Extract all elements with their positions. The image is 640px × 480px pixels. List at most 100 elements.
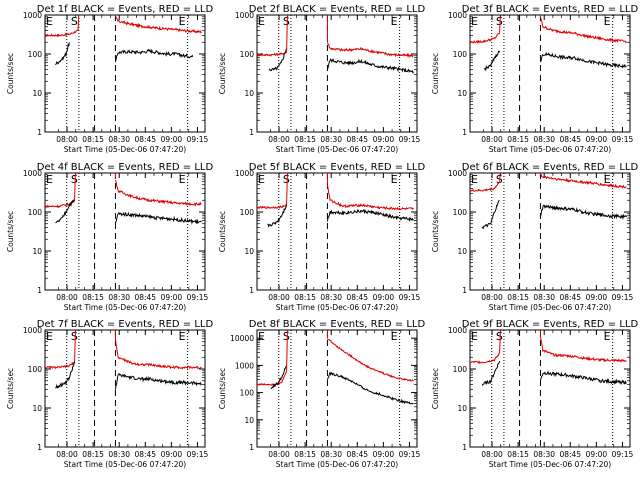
- plot-frame: [469, 172, 631, 291]
- x-tick-label: 09:15: [399, 135, 421, 144]
- marker-label-s: S: [71, 15, 78, 28]
- y-axis-label: Counts/sec: [6, 53, 15, 94]
- marker-label-e: E: [391, 15, 398, 28]
- marker-label-s: S: [496, 330, 503, 343]
- y-tick-label: 100: [240, 389, 255, 398]
- y-tick-label: 1: [462, 128, 467, 137]
- marker-label-e: E: [179, 173, 186, 186]
- y-tick-label: 10: [244, 416, 254, 425]
- events-series-pre: [483, 50, 501, 72]
- y-axis-label: Counts/sec: [218, 53, 227, 94]
- y-tick-label: 1000: [235, 11, 254, 20]
- y-tick-label: 1000: [23, 169, 42, 178]
- x-tick-label: 08:15: [507, 450, 529, 459]
- panel-title: Det 1f BLACK = Events, RED = LLD: [37, 4, 214, 15]
- lld-series-post: [114, 179, 202, 207]
- x-tick-label: 08:15: [294, 293, 316, 302]
- x-tick-label: 08:00: [56, 135, 78, 144]
- x-tick-label: 09:00: [161, 450, 183, 459]
- lld-spike: [74, 173, 116, 201]
- marker-label-e: E: [604, 330, 611, 343]
- lld-series-pre: [45, 361, 75, 370]
- plot-frame: [469, 329, 631, 448]
- marker-label-s: S: [71, 330, 78, 343]
- detector-panel-6: Det 6f BLACK = Events, RED = LLD 1 10 100 10…: [431, 162, 638, 312]
- marker-label-s: S: [283, 173, 290, 186]
- x-axis-label: Start Time (05-Dec-06 07:47:20): [489, 145, 611, 154]
- marker-label-e: E: [391, 173, 398, 186]
- events-series-post: [539, 370, 627, 386]
- x-tick-label: 08:15: [507, 293, 529, 302]
- y-tick-label: 100: [453, 50, 468, 59]
- x-tick-label: 08:15: [82, 450, 104, 459]
- panel-title: Det 9f BLACK = Events, RED = LLD: [462, 319, 639, 330]
- lld-spike: [77, 15, 116, 31]
- x-tick-label: 08:00: [268, 293, 290, 302]
- x-tick-label: 08:45: [559, 135, 581, 144]
- y-tick-label: 1: [249, 128, 254, 137]
- events-series-post: [114, 373, 202, 390]
- events-series-pre: [270, 365, 288, 390]
- marker-label-e: E: [46, 173, 53, 186]
- x-tick-label: 08:00: [56, 450, 78, 459]
- y-tick-label: 1000: [448, 326, 467, 335]
- y-tick-label: 100: [28, 365, 43, 374]
- y-axis-label: Counts/sec: [6, 368, 15, 409]
- events-series-post: [326, 208, 414, 223]
- marker-label-e: E: [46, 15, 53, 28]
- lld-spike: [499, 15, 541, 33]
- detector-panel-7: Det 7f BLACK = Events, RED = LLD 1 10 100 10…: [6, 319, 213, 469]
- y-tick-label: 1: [37, 443, 42, 452]
- x-tick-label: 08:00: [481, 450, 503, 459]
- x-tick-label: 08:45: [134, 135, 156, 144]
- lld-series-post: [327, 338, 414, 382]
- lld-series-pre: [45, 29, 79, 38]
- lld-series-pre: [45, 198, 76, 209]
- y-tick-label: 1000: [235, 361, 254, 370]
- plot-frame: [256, 329, 418, 448]
- x-tick-label: 08:45: [346, 135, 368, 144]
- y-tick-label: 10: [244, 89, 254, 98]
- y-tick-label: 100: [453, 208, 468, 217]
- x-tick-label: 09:15: [612, 135, 634, 144]
- x-tick-label: 08:45: [559, 293, 581, 302]
- x-tick-label: 09:00: [586, 135, 608, 144]
- x-tick-label: 09:15: [187, 450, 209, 459]
- x-tick-label: 08:45: [134, 450, 156, 459]
- x-tick-label: 08:30: [533, 293, 555, 302]
- x-tick-label: 08:15: [294, 135, 316, 144]
- y-tick-label: 100: [28, 208, 43, 217]
- plot-frame: [44, 329, 206, 448]
- lld-series-pre: [470, 181, 500, 192]
- lld-series-post: [326, 185, 414, 211]
- detector-panel-2: Det 2f BLACK = Events, RED = LLD 1 10 100 10…: [218, 4, 425, 154]
- lld-spike: [74, 330, 116, 363]
- x-tick-label: 08:45: [346, 450, 368, 459]
- x-tick-label: 09:00: [161, 293, 183, 302]
- panel-title: Det 8f BLACK = Events, RED = LLD: [249, 319, 426, 330]
- y-tick-label: 1000: [23, 11, 42, 20]
- plot-frame: [469, 14, 631, 133]
- panel-title: Det 2f BLACK = Events, RED = LLD: [249, 4, 426, 15]
- panel-title: Det 7f BLACK = Events, RED = LLD: [37, 319, 214, 330]
- x-tick-label: 08:30: [108, 293, 130, 302]
- x-axis-label: Start Time (05-Dec-06 07:47:20): [489, 303, 611, 312]
- panel-title: Det 6f BLACK = Events, RED = LLD: [462, 162, 639, 173]
- marker-label-e: E: [471, 15, 478, 28]
- marker-label-e: E: [46, 330, 53, 343]
- panel-title: Det 3f BLACK = Events, RED = LLD: [462, 4, 639, 15]
- y-tick-label: 1: [249, 286, 254, 295]
- y-tick-label: 100: [28, 50, 43, 59]
- x-tick-label: 09:15: [187, 293, 209, 302]
- y-tick-label: 1: [249, 443, 254, 452]
- marker-label-e: E: [471, 173, 478, 186]
- y-tick-label: 1: [462, 286, 467, 295]
- marker-label-e: E: [604, 173, 611, 186]
- y-tick-label: 100: [240, 208, 255, 217]
- x-tick-label: 08:15: [507, 135, 529, 144]
- marker-label-s: S: [71, 173, 78, 186]
- y-tick-label: 1000: [235, 169, 254, 178]
- events-series-pre: [55, 199, 75, 224]
- y-axis-label: Counts/sec: [431, 368, 440, 409]
- marker-label-e: E: [471, 330, 478, 343]
